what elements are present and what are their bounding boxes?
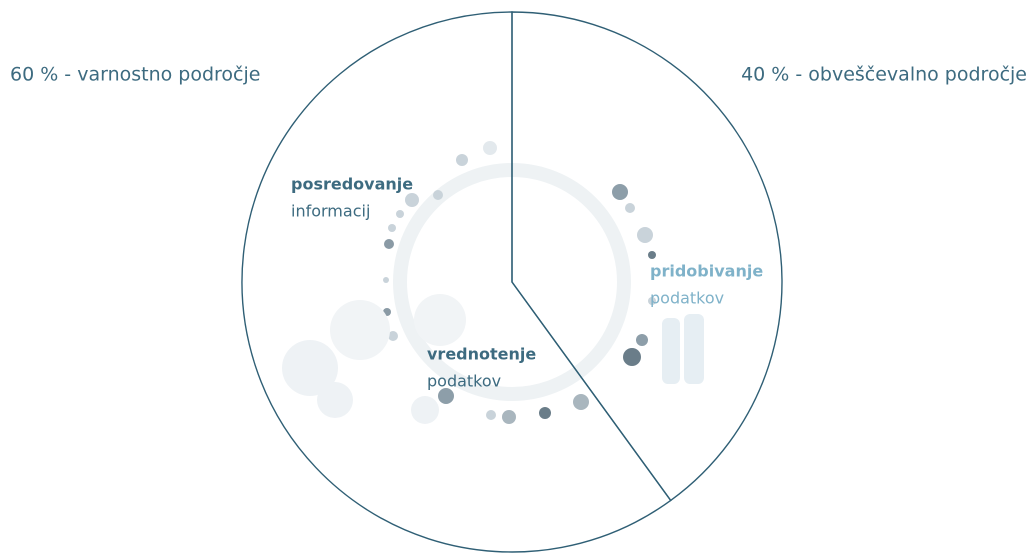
cycle-label: podatkov (650, 289, 724, 308)
cycle-label: vrednotenje (427, 345, 536, 364)
cycle-label: posredovanje (291, 175, 413, 194)
cycle-label: informacij (291, 202, 370, 221)
slice-label: 40 % - obveščevalno področje (741, 64, 1027, 86)
cycle-label: pridobivanje (650, 262, 763, 281)
slice-label: 60 % - varnostno področje (10, 64, 260, 86)
pie (242, 12, 782, 552)
pie-slice (242, 12, 671, 552)
chart: 60 % - varnostno področje 40 % - obvešče… (0, 0, 1030, 554)
cycle-label: podatkov (427, 372, 501, 391)
